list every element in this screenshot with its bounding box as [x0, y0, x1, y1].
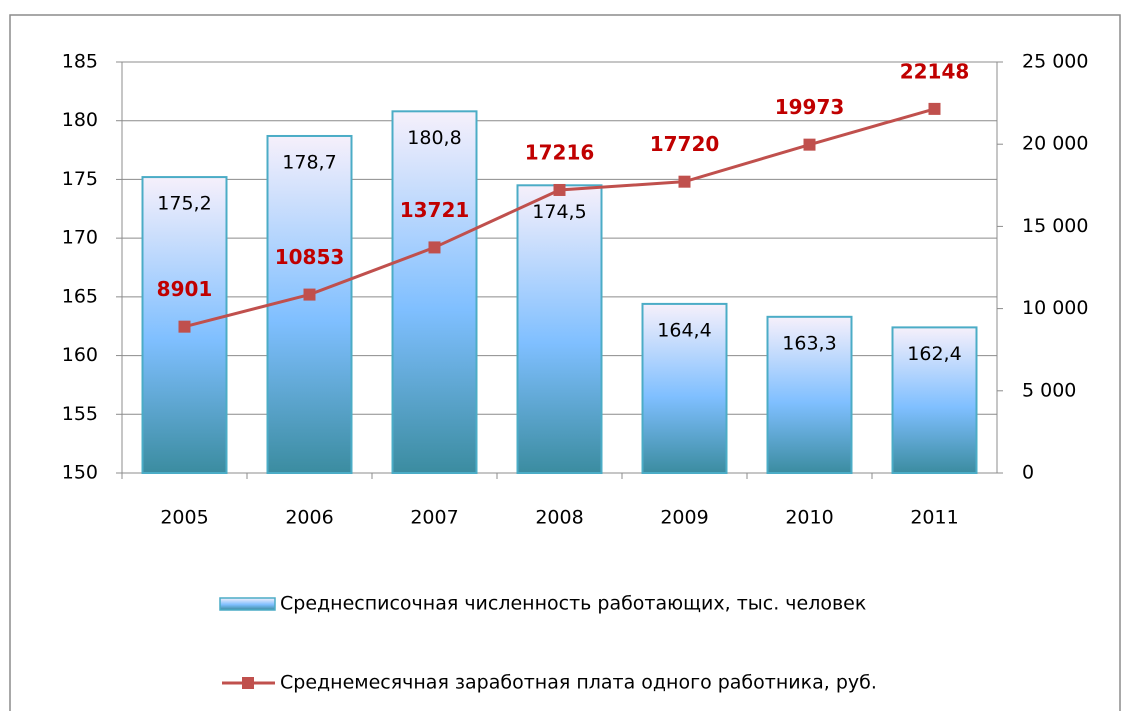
x-tick-label: 2006: [285, 507, 333, 529]
legend-swatch: [219, 597, 276, 611]
y-tick-label: 185: [62, 51, 98, 73]
x-tick-label: 2011: [910, 507, 958, 529]
x-tick-label: 2010: [785, 507, 833, 529]
line-marker: [303, 288, 316, 301]
frame: [9, 14, 1121, 711]
line-value-label: 17216: [525, 140, 595, 164]
x-tick-label: 2007: [410, 507, 458, 529]
bar-value-label: 163,3: [782, 332, 836, 354]
line-value-label: 8901: [157, 277, 213, 301]
line-marker: [428, 241, 441, 254]
y2-tick-label: 20 000: [1022, 133, 1088, 155]
bar-value-label: 180,8: [407, 127, 461, 149]
line-marker: [928, 102, 941, 115]
y-tick-label: 180: [62, 109, 98, 131]
bar: [516, 184, 603, 475]
bar: [641, 302, 728, 474]
y2-tick-label: 25 000: [1022, 51, 1088, 73]
legend-label: Среднемесячная заработная плата одного р…: [280, 672, 877, 694]
line-value-label: 10853: [275, 245, 345, 269]
y2-tick-label: 15 000: [1022, 215, 1088, 237]
bar: [766, 315, 853, 474]
line-value-label: 17720: [650, 132, 720, 156]
bar-value-label: 174,5: [532, 201, 586, 223]
bar: [266, 134, 353, 474]
line-marker: [803, 138, 816, 151]
line-value-label: 22148: [900, 59, 970, 83]
y-tick-label: 155: [62, 403, 98, 425]
y2-tick-label: 10 000: [1022, 297, 1088, 319]
y-tick-label: 160: [62, 344, 98, 366]
y-tick-label: 175: [62, 168, 98, 190]
bar-value-label: 162,4: [907, 343, 961, 365]
y2-tick-label: 0: [1022, 462, 1034, 484]
line-marker: [178, 320, 191, 333]
bar-value-label: 178,7: [282, 151, 336, 173]
bar: [391, 110, 478, 474]
bar-value-label: 175,2: [157, 193, 211, 215]
line-marker: [678, 175, 691, 188]
legend-label: Среднесписочная численность работающих, …: [280, 593, 866, 615]
line-marker: [553, 183, 566, 196]
x-tick-label: 2009: [660, 507, 708, 529]
line-value-label: 19973: [775, 95, 845, 119]
y-tick-label: 150: [62, 462, 98, 484]
y2-tick-label: 5 000: [1022, 379, 1076, 401]
bar-value-label: 164,4: [657, 319, 711, 341]
line-value-label: 13721: [400, 198, 470, 222]
bar: [891, 326, 978, 475]
y-tick-label: 165: [62, 285, 98, 307]
x-tick-label: 2008: [535, 507, 583, 529]
y-tick-label: 170: [62, 227, 98, 249]
legend-swatch: [242, 677, 254, 689]
x-tick-label: 2005: [160, 507, 208, 529]
